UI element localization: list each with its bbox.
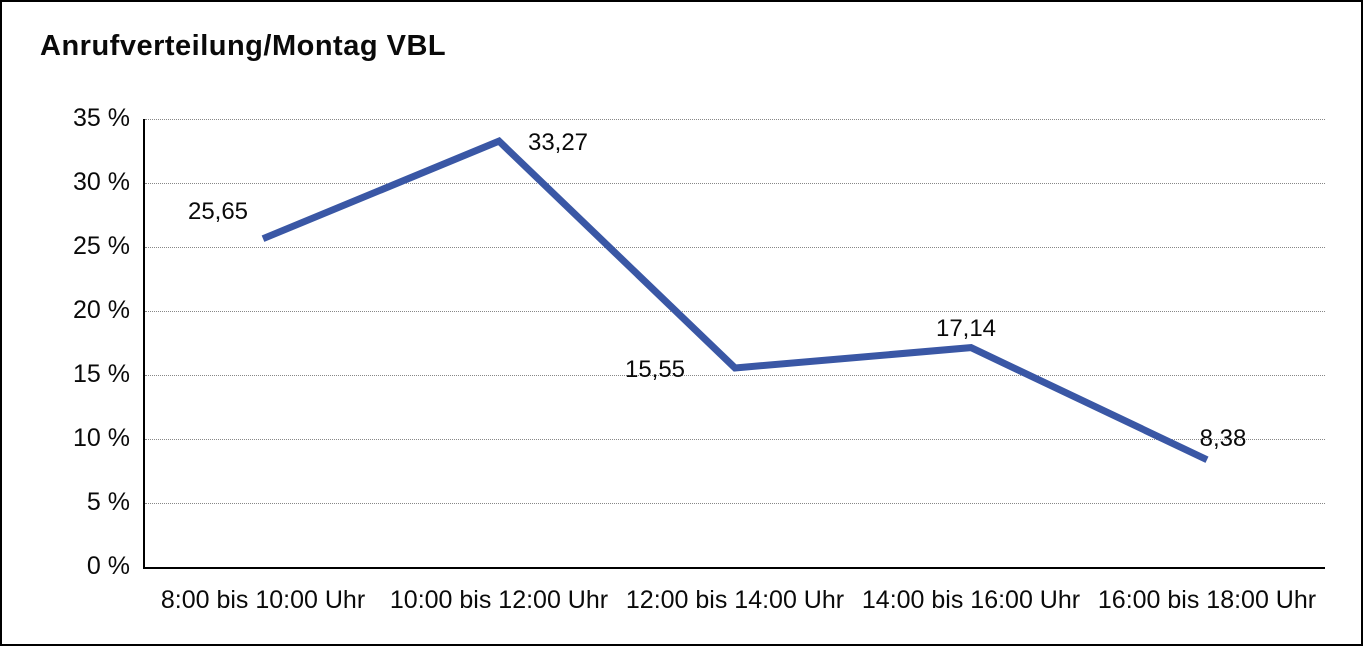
gridline bbox=[145, 247, 1325, 248]
data-point-label: 15,55 bbox=[624, 356, 686, 383]
y-axis-tick-label: 25 % bbox=[73, 232, 130, 260]
x-axis-category-label: 8:00 bis 10:00 Uhr bbox=[160, 586, 366, 614]
gridline bbox=[145, 183, 1325, 184]
y-axis-tick-label: 0 % bbox=[86, 552, 130, 580]
x-axis-category-label: 14:00 bis 16:00 Uhr bbox=[861, 586, 1081, 614]
y-axis-tick-label: 5 % bbox=[86, 488, 130, 516]
y-axis-tick-label: 20 % bbox=[73, 296, 130, 324]
y-axis-tick-label: 10 % bbox=[73, 424, 130, 452]
y-axis-line bbox=[143, 119, 145, 569]
gridline bbox=[145, 503, 1325, 504]
y-axis-tick-label: 35 % bbox=[73, 104, 130, 132]
x-axis-line bbox=[143, 567, 1325, 569]
chart-title: Anrufverteilung/Montag VBL bbox=[40, 30, 447, 62]
y-axis-tick-label: 30 % bbox=[73, 168, 130, 196]
data-point-label: 33,27 bbox=[527, 129, 589, 156]
gridline bbox=[145, 439, 1325, 440]
x-axis-category-label: 10:00 bis 12:00 Uhr bbox=[389, 586, 609, 614]
x-axis-category-label: 12:00 bis 14:00 Uhr bbox=[625, 586, 845, 614]
data-point-label: 25,65 bbox=[187, 198, 249, 225]
y-axis-tick-label: 15 % bbox=[73, 360, 130, 388]
x-axis-category-label: 16:00 bis 18:00 Uhr bbox=[1097, 586, 1317, 614]
series-polyline bbox=[261, 137, 1209, 463]
gridline bbox=[145, 375, 1325, 376]
data-point-label: 8,38 bbox=[1199, 425, 1247, 452]
gridline bbox=[145, 311, 1325, 312]
data-point-label: 17,14 bbox=[935, 315, 997, 342]
gridline bbox=[145, 119, 1325, 120]
